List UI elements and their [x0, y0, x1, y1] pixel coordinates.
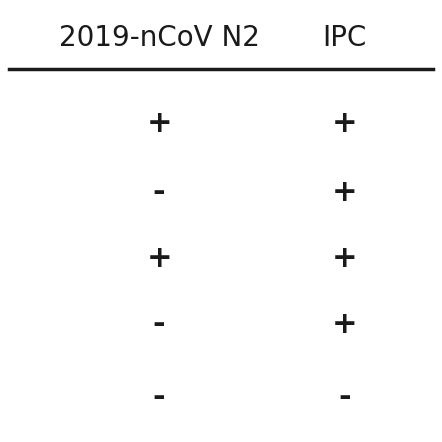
Text: +: +	[332, 109, 358, 138]
Text: -: -	[153, 178, 165, 207]
Text: -: -	[153, 383, 165, 412]
Text: +: +	[146, 244, 172, 273]
Text: +: +	[332, 310, 358, 339]
Text: 2019-nCoV N2: 2019-nCoV N2	[59, 23, 259, 52]
Text: -: -	[339, 383, 351, 412]
Text: +: +	[332, 244, 358, 273]
Text: IPC: IPC	[323, 23, 367, 52]
Text: -: -	[153, 310, 165, 339]
Text: +: +	[332, 178, 358, 207]
Text: +: +	[146, 109, 172, 138]
